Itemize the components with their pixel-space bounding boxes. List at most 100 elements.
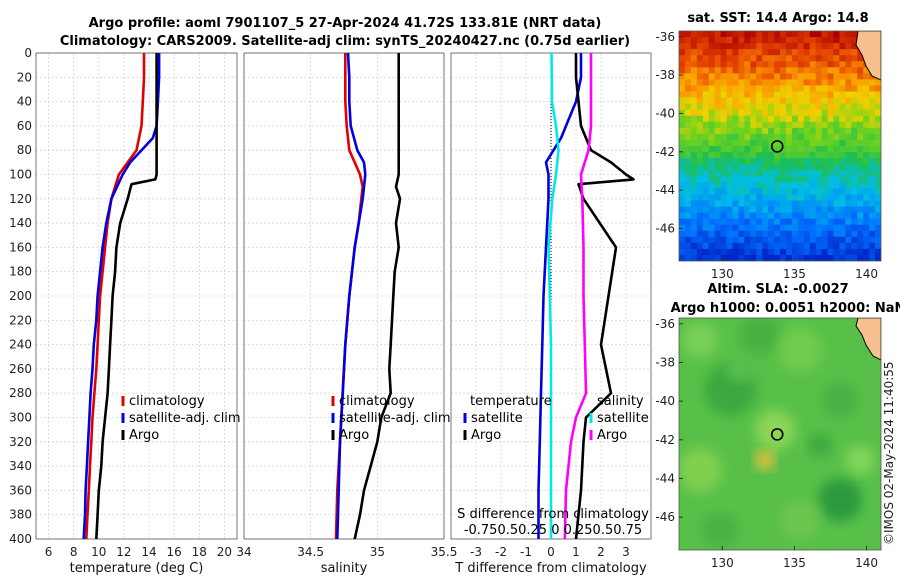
sst-cell [821, 176, 828, 183]
sst-cell [679, 97, 686, 105]
sst-cell [756, 146, 763, 153]
sst-cell [696, 133, 704, 141]
sst-cell [785, 91, 793, 98]
sst-cell [845, 97, 852, 105]
x-axis-label: temperature (deg C) [70, 561, 204, 576]
sst-cell [869, 109, 876, 117]
sst-cell [827, 73, 834, 80]
sst-cell [827, 103, 834, 111]
sst-cell [756, 139, 763, 147]
sst-cell [679, 61, 686, 68]
sst-cell [815, 97, 822, 105]
sst-cell [696, 224, 704, 232]
sst-cell [756, 61, 763, 68]
sst-cell [809, 67, 817, 74]
sst-cell [750, 31, 757, 38]
sst-cell [679, 139, 686, 147]
legend-label: satellite-adj. clim [339, 411, 451, 426]
sst-cell [863, 73, 870, 80]
sst-cell [684, 85, 692, 92]
sst-cell [679, 230, 686, 238]
sst-cell [720, 67, 727, 74]
sst-cell [827, 158, 834, 165]
sst-cell [762, 91, 769, 98]
sst-cell [833, 158, 840, 165]
x-axis-label: T difference from climatology [454, 561, 647, 576]
sst-cell [774, 182, 781, 189]
sst-cell [780, 103, 787, 111]
sst-cell [869, 127, 876, 135]
argo-location-marker [770, 428, 784, 441]
sst-cell [839, 43, 846, 50]
sst-cell [785, 176, 793, 183]
legend-label: satellite [471, 411, 523, 426]
x-tick-label: -2 [495, 545, 507, 559]
sst-cell [857, 194, 864, 201]
sst-cell [714, 61, 721, 68]
sst-cell [714, 152, 721, 159]
sst-cell [732, 91, 739, 98]
sst-cell [797, 218, 805, 226]
sst-cell [851, 115, 858, 123]
sst-cell [708, 43, 716, 50]
sst-cell [750, 200, 757, 207]
sst-cell [791, 79, 799, 86]
sst-cell [738, 188, 745, 195]
sst-cell [785, 200, 793, 207]
sst-cell [875, 218, 881, 226]
sst-cell [684, 109, 692, 117]
sst-cell [815, 37, 822, 44]
sst-cell [875, 79, 881, 86]
sst-cell [780, 158, 787, 165]
sst-cell [720, 200, 727, 207]
sst-cell [875, 254, 881, 261]
x-tick-label: 20 [217, 545, 232, 559]
sst-cell [791, 230, 799, 238]
sst-cell [785, 67, 793, 74]
sst-cell [732, 61, 739, 68]
sst-cell [803, 31, 811, 38]
sst-cell [797, 242, 805, 250]
sst-cell [714, 200, 721, 207]
sst-cell [684, 103, 692, 111]
sst-cell [797, 133, 805, 141]
sst-cell [684, 146, 692, 153]
sst-cell [851, 230, 858, 238]
sst-cell [744, 146, 751, 153]
sst-cell [726, 254, 733, 261]
sst-cell [762, 31, 769, 38]
sst-cell [857, 182, 864, 189]
sst-cell [821, 188, 828, 195]
x-tick-label: 6 [45, 545, 53, 559]
x-tick-label: 0 [547, 545, 555, 559]
sst-cell [839, 158, 846, 165]
sst-map-title: sat. SST: 14.4 Argo: 14.8 [687, 11, 868, 26]
sst-cell [720, 236, 727, 244]
sst-cell [851, 103, 858, 111]
sst-cell [869, 254, 876, 261]
sst-cell [696, 164, 704, 171]
sst-cell [797, 103, 805, 111]
sst-cell [833, 218, 840, 226]
sst-cell [696, 194, 704, 201]
sst-cell [708, 67, 716, 74]
sst-cell [857, 152, 864, 159]
sst-cell [797, 67, 805, 74]
sst-cell [702, 127, 710, 135]
sst-cell [720, 31, 727, 38]
sst-cell [863, 146, 870, 153]
sst-cell [821, 170, 828, 177]
sla-anomaly-blob [845, 445, 875, 475]
sst-cell [756, 194, 763, 201]
sst-cell [791, 176, 799, 183]
sst-cell [815, 103, 822, 111]
sst-cell [750, 85, 757, 92]
sst-cell [809, 43, 817, 50]
sst-cell [785, 115, 793, 123]
sst-cell [708, 31, 716, 38]
legend-label: Argo [339, 428, 369, 443]
sst-cell [857, 91, 864, 98]
sst-cell [750, 248, 757, 256]
sst-cell [797, 182, 805, 189]
sst-cell [780, 139, 787, 147]
